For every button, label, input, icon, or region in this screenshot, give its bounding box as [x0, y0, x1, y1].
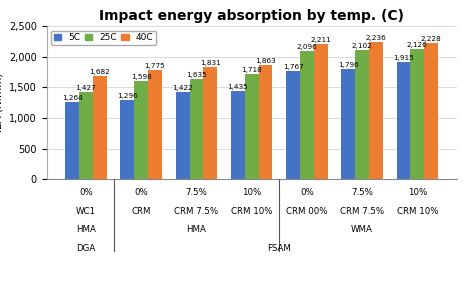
Text: 1,427: 1,427 — [75, 85, 96, 91]
Text: HMA: HMA — [186, 225, 206, 234]
Text: 1,435: 1,435 — [227, 84, 248, 90]
Text: WMA: WMA — [351, 225, 373, 234]
Text: WC1: WC1 — [76, 207, 96, 216]
Legend: 5C, 25C, 40C: 5C, 25C, 40C — [51, 31, 156, 45]
Bar — [79, 92, 93, 179]
Bar — [93, 76, 107, 179]
Text: 2,102: 2,102 — [352, 43, 372, 49]
Bar — [134, 81, 148, 179]
Bar — [231, 91, 245, 179]
Text: 7.5%: 7.5% — [351, 188, 373, 197]
Text: 1,598: 1,598 — [131, 74, 151, 80]
Text: FSAM: FSAM — [267, 244, 291, 253]
Bar — [176, 92, 190, 179]
Text: 1,775: 1,775 — [144, 63, 165, 69]
Text: CRM 10%: CRM 10% — [231, 207, 273, 216]
Text: 1,682: 1,682 — [89, 69, 110, 75]
Bar — [424, 43, 438, 179]
Text: 0%: 0% — [300, 188, 314, 197]
Bar — [245, 74, 259, 179]
Text: 1,422: 1,422 — [172, 85, 193, 91]
Text: 0%: 0% — [134, 188, 148, 197]
Text: 0%: 0% — [79, 188, 93, 197]
Text: 10%: 10% — [408, 188, 427, 197]
Y-axis label: IEA (N.mm): IEA (N.mm) — [0, 73, 3, 132]
Text: 1,264: 1,264 — [62, 95, 82, 101]
Text: 2,211: 2,211 — [310, 37, 331, 42]
Text: DGA: DGA — [76, 244, 96, 253]
Bar — [397, 62, 411, 179]
Bar — [148, 71, 162, 179]
Bar — [300, 51, 314, 179]
Text: 2,126: 2,126 — [407, 42, 428, 48]
Text: 1,296: 1,296 — [117, 93, 138, 99]
Text: 2,228: 2,228 — [421, 36, 441, 42]
Text: 1,718: 1,718 — [241, 67, 262, 73]
Text: CRM 10%: CRM 10% — [397, 207, 438, 216]
Text: 1,863: 1,863 — [255, 58, 276, 64]
Bar — [369, 42, 383, 179]
Bar — [65, 102, 79, 179]
Bar — [190, 79, 203, 179]
Text: 1,831: 1,831 — [200, 60, 220, 66]
Text: 1,796: 1,796 — [338, 62, 359, 68]
Bar — [203, 67, 217, 179]
Bar — [121, 100, 134, 179]
Text: 1,635: 1,635 — [186, 72, 207, 78]
Text: CRM 7.5%: CRM 7.5% — [340, 207, 384, 216]
Bar — [286, 71, 300, 179]
Text: 1,915: 1,915 — [393, 55, 414, 61]
Text: 2,236: 2,236 — [365, 35, 386, 41]
Text: 10%: 10% — [242, 188, 261, 197]
Bar — [259, 65, 272, 179]
Bar — [411, 49, 424, 179]
Bar — [342, 69, 355, 179]
Bar — [355, 50, 369, 179]
Title: Impact energy absorption by temp. (C): Impact energy absorption by temp. (C) — [99, 10, 404, 23]
Text: 2,096: 2,096 — [296, 44, 317, 50]
Text: HMA: HMA — [76, 225, 96, 234]
Text: CRM 7.5%: CRM 7.5% — [174, 207, 219, 216]
Text: CRM: CRM — [131, 207, 151, 216]
Bar — [314, 44, 328, 179]
Text: 1,767: 1,767 — [283, 64, 303, 70]
Text: CRM 00%: CRM 00% — [286, 207, 328, 216]
Text: 7.5%: 7.5% — [185, 188, 207, 197]
